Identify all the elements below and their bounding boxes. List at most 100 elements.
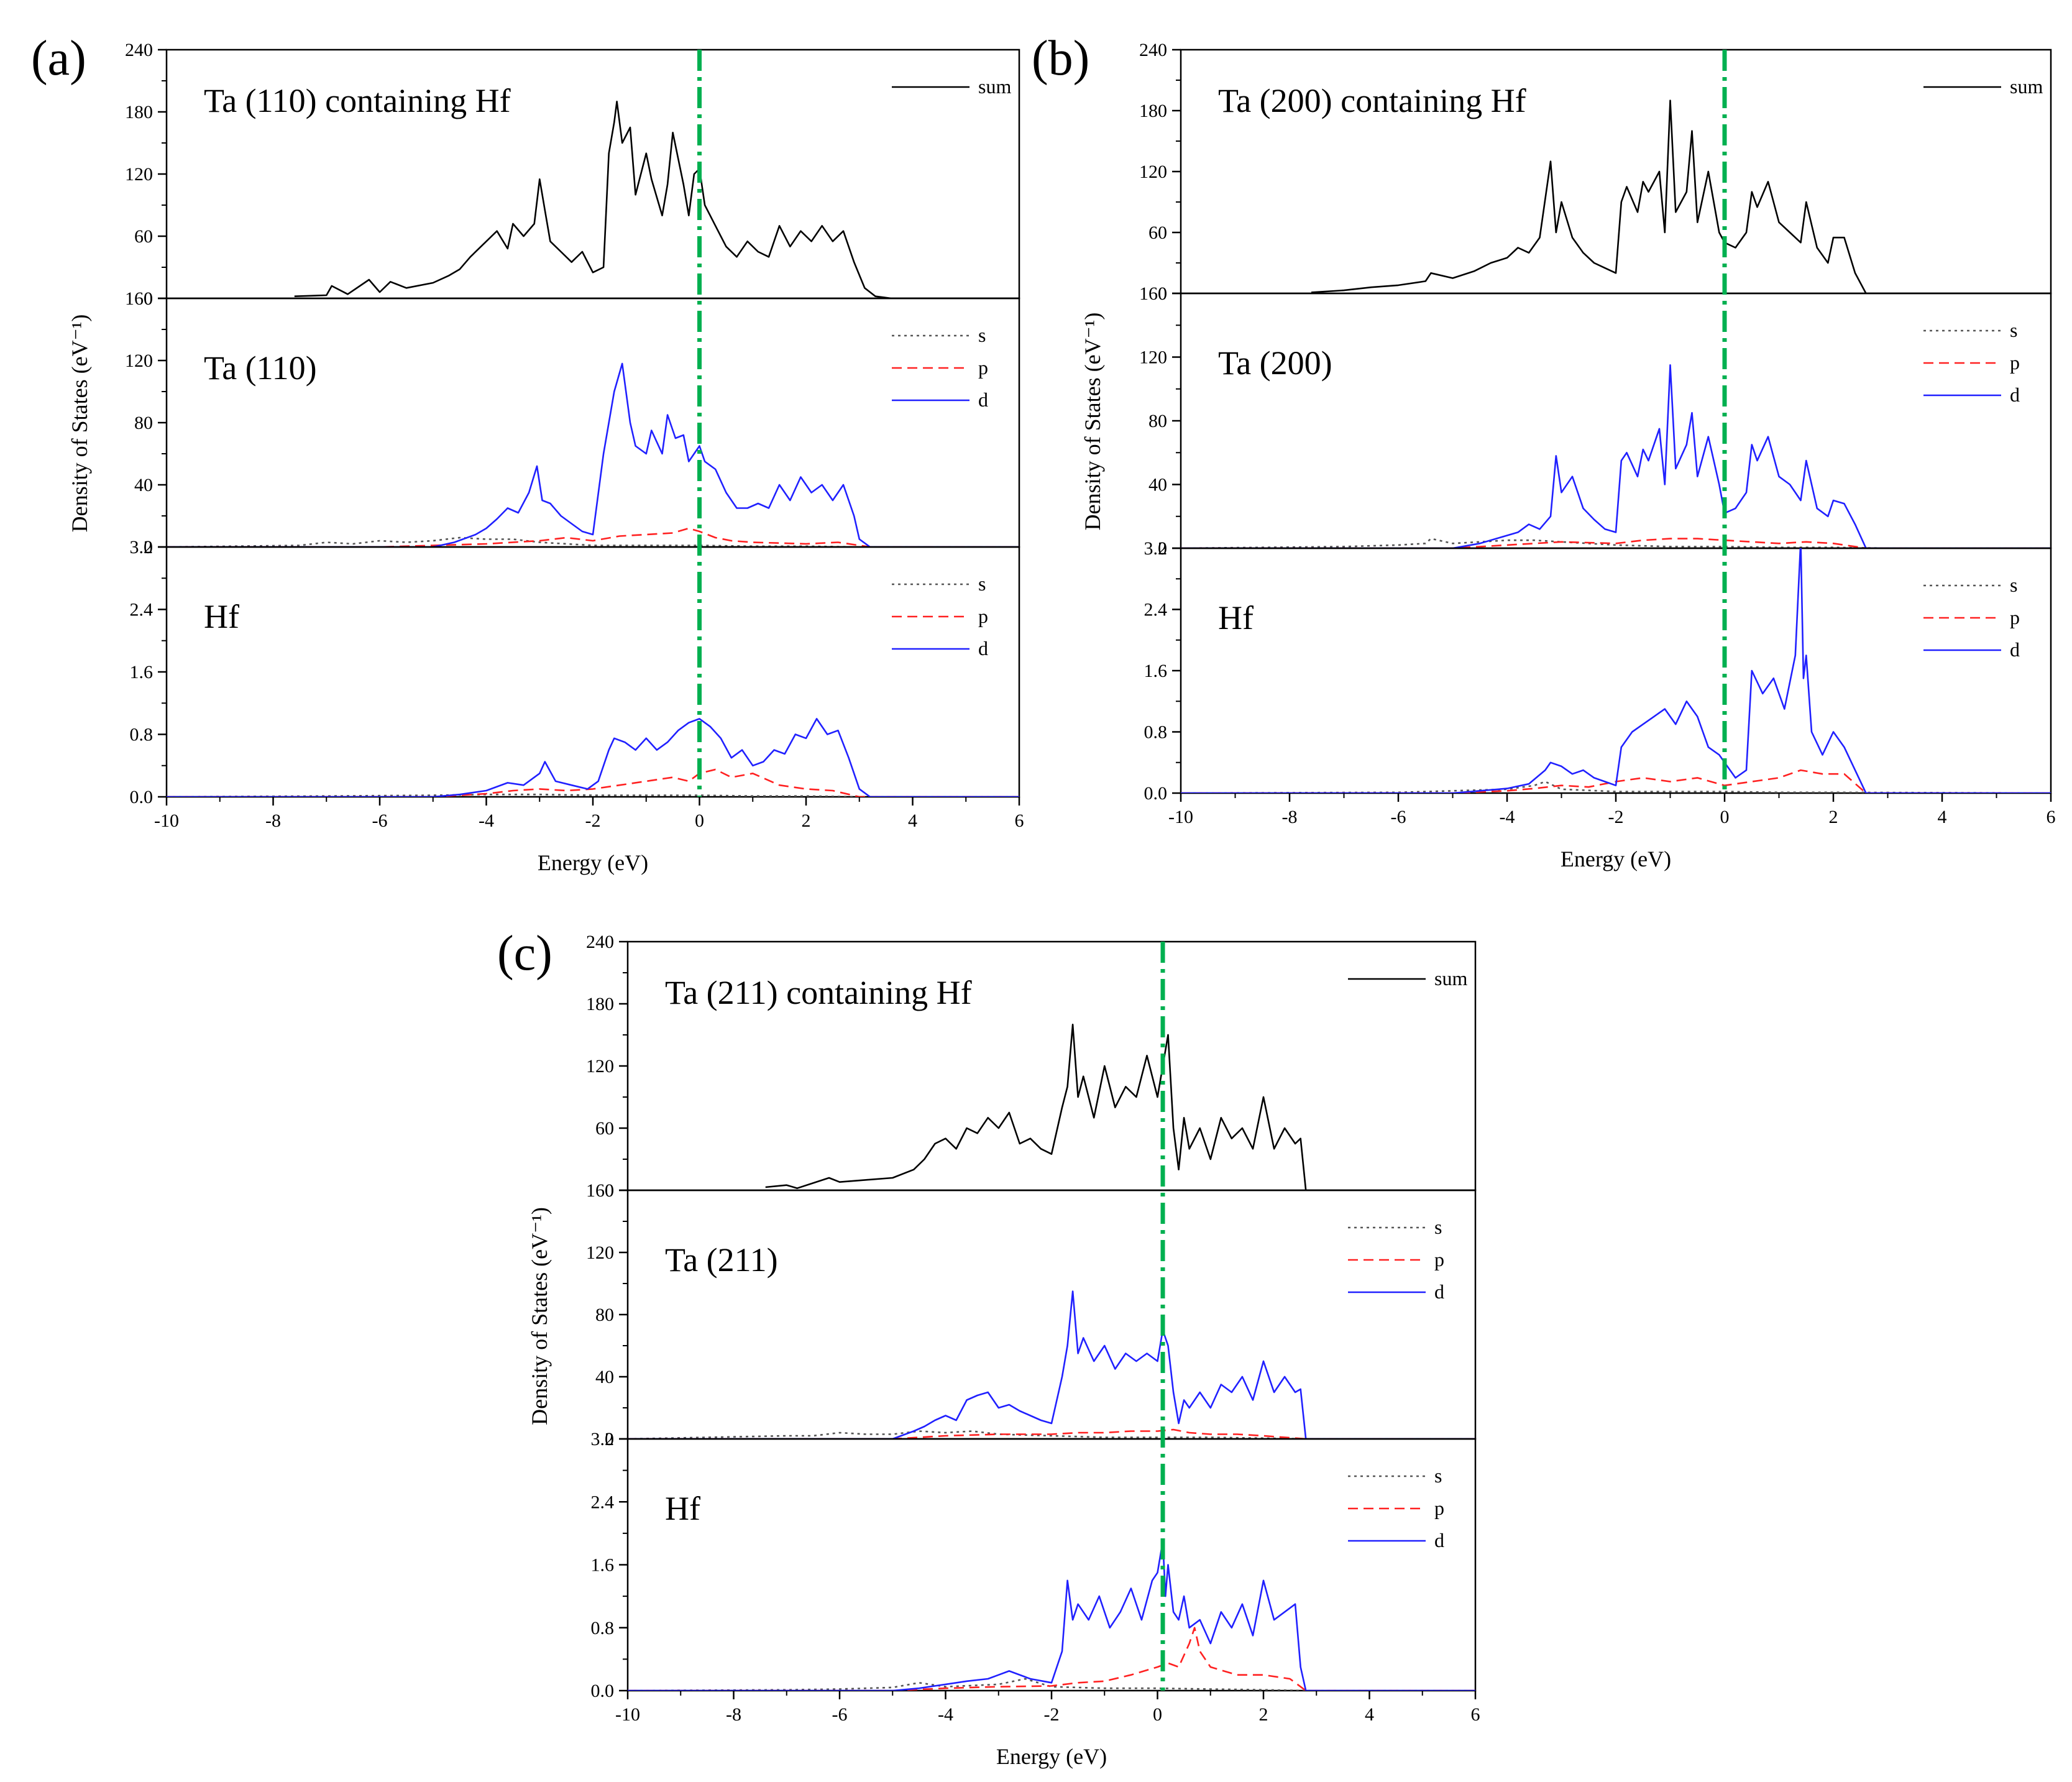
y-tick-label: 60 — [134, 226, 153, 247]
subplot-2: 0.0 0.8 1.6 2.4 3.2 Hf spd — [130, 537, 1020, 807]
x-axis-title: Energy (eV) — [1561, 847, 1671, 871]
legend-label-s: s — [2010, 574, 2017, 596]
x-tick-label: -6 — [372, 811, 388, 831]
y-tick-label: 40 — [1148, 475, 1167, 495]
y-tick-label: 0 — [605, 1429, 614, 1449]
series-s-line — [167, 536, 1019, 547]
y-tick-label: 0.8 — [591, 1618, 615, 1638]
series-sum-line — [1311, 99, 2051, 293]
subplot-1: 0 40 80 120 160 Ta (211) spd — [586, 1180, 1477, 1449]
y-tick-label: 0.0 — [1144, 783, 1168, 804]
y-tick-label: 0.0 — [591, 1681, 615, 1701]
x-tick-label: 6 — [1471, 1704, 1480, 1725]
y-tick-label: 160 — [586, 1180, 614, 1201]
y-tick-label: 3.2 — [591, 1429, 615, 1449]
plot-frame — [1180, 547, 2052, 794]
y-tick-label: 2.4 — [1144, 600, 1168, 620]
series-s-line — [1181, 538, 2051, 548]
y-tick-label: 80 — [134, 413, 153, 433]
legend-label-s: s — [1434, 1464, 1442, 1487]
subplot-2: 0.0 0.8 1.6 2.4 3.2 Hf spd — [1144, 538, 2052, 804]
x-tick-label: 2 — [1259, 1704, 1268, 1725]
y-tick-label: 2.4 — [130, 600, 154, 620]
series-p-line — [628, 1627, 1475, 1691]
y-tick-label: 120 — [586, 1056, 614, 1077]
y-tick-label: 0 — [1158, 538, 1167, 559]
series-s-line — [628, 1678, 1475, 1691]
y-tick-label: 120 — [125, 351, 153, 371]
x-tick-label: 0 — [695, 811, 704, 831]
x-tick-label: 4 — [1365, 1704, 1374, 1725]
subplot-1: 0 40 80 120 160 Ta (200) spd — [1139, 283, 2052, 559]
legend-label-s: s — [2010, 319, 2017, 341]
y-tick-label: 1.6 — [591, 1555, 615, 1576]
x-tick-label: -6 — [832, 1704, 848, 1725]
panel-label: (a) — [31, 31, 86, 86]
y-tick-label: 120 — [1139, 347, 1167, 368]
subplot-title: Ta (211) — [665, 1241, 778, 1279]
x-tick-label: -2 — [1044, 1704, 1060, 1725]
y-tick-label: 120 — [125, 164, 153, 185]
x-tick-label: -4 — [938, 1704, 953, 1725]
x-tick-label: -6 — [1391, 807, 1406, 827]
y-axis-title: Density of States (eV⁻¹) — [1080, 313, 1105, 531]
series-p-line — [167, 768, 1019, 797]
y-tick-label: 240 — [125, 40, 153, 60]
y-tick-label: 160 — [125, 288, 153, 309]
legend-label-s: s — [978, 324, 986, 346]
series-p-line — [167, 527, 1019, 547]
x-axis-title: Energy (eV) — [538, 850, 648, 875]
panel-label: (c) — [497, 926, 552, 981]
y-tick-label: 180 — [125, 102, 153, 122]
subplot-0: 0 60 120 180 240 Ta (211) containing Hf sum — [586, 932, 1477, 1201]
plot-frame — [165, 297, 1020, 548]
y-tick-label: 60 — [1148, 223, 1167, 243]
y-tick-label: 240 — [586, 932, 614, 952]
y-tick-label: 0 — [1158, 283, 1167, 304]
legend-label-p: p — [1434, 1248, 1444, 1270]
series-d-line — [1181, 548, 2051, 793]
legend-label-d: d — [1434, 1280, 1444, 1303]
legend-label-p: p — [2010, 606, 2020, 628]
subplot-title: Hf — [665, 1490, 700, 1527]
x-tick-label: 0 — [1153, 1704, 1162, 1725]
series-s-line — [167, 793, 1019, 797]
legend-label-sum: sum — [2010, 75, 2043, 98]
x-tick-label: -8 — [726, 1704, 741, 1725]
subplot-0: 0 60 120 180 240 Ta (200) containing Hf sum — [1139, 40, 2052, 304]
y-tick-label: 0 — [144, 537, 153, 558]
y-tick-label: 60 — [595, 1118, 614, 1139]
subplot-0: 0 60 120 180 240 Ta (110) containing Hf sum — [125, 40, 1020, 309]
legend-label-p: p — [2010, 351, 2020, 374]
y-tick-label: 180 — [1139, 101, 1167, 121]
y-axis-title: Density of States (eV⁻¹) — [67, 315, 92, 533]
y-tick-label: 3.2 — [1144, 538, 1168, 559]
y-tick-label: 80 — [595, 1305, 614, 1325]
x-tick-label: 2 — [1829, 807, 1838, 827]
legend-label-sum: sum — [978, 75, 1011, 98]
subplot-title: Ta (211) containing Hf — [665, 974, 972, 1011]
x-tick-label: 0 — [1720, 807, 1730, 827]
legend-label-d: d — [978, 388, 988, 411]
subplot-title: Hf — [1218, 599, 1254, 636]
y-tick-label: 120 — [586, 1242, 614, 1263]
legend-label-p: p — [1434, 1497, 1444, 1519]
x-tick-label: 6 — [2047, 807, 2056, 827]
x-tick-label: -8 — [265, 811, 281, 831]
plot-frame — [1180, 292, 2052, 549]
x-tick-label: -4 — [1500, 807, 1515, 827]
x-tick-label: -2 — [1608, 807, 1624, 827]
y-tick-label: 1.6 — [1144, 661, 1168, 681]
legend-label-d: d — [2010, 638, 2020, 661]
x-tick-label: -10 — [154, 811, 179, 831]
y-tick-label: 160 — [1139, 283, 1167, 304]
series-p-line — [628, 1428, 1475, 1439]
subplot-title: Ta (110) — [204, 349, 317, 387]
subplot-title: Hf — [204, 598, 239, 635]
x-tick-label: 4 — [908, 811, 917, 831]
subplot-2: 0.0 0.8 1.6 2.4 3.2 Hf spd — [591, 1429, 1477, 1701]
subplot-title: Ta (200) — [1218, 344, 1332, 382]
x-tick-label: -4 — [479, 811, 494, 831]
